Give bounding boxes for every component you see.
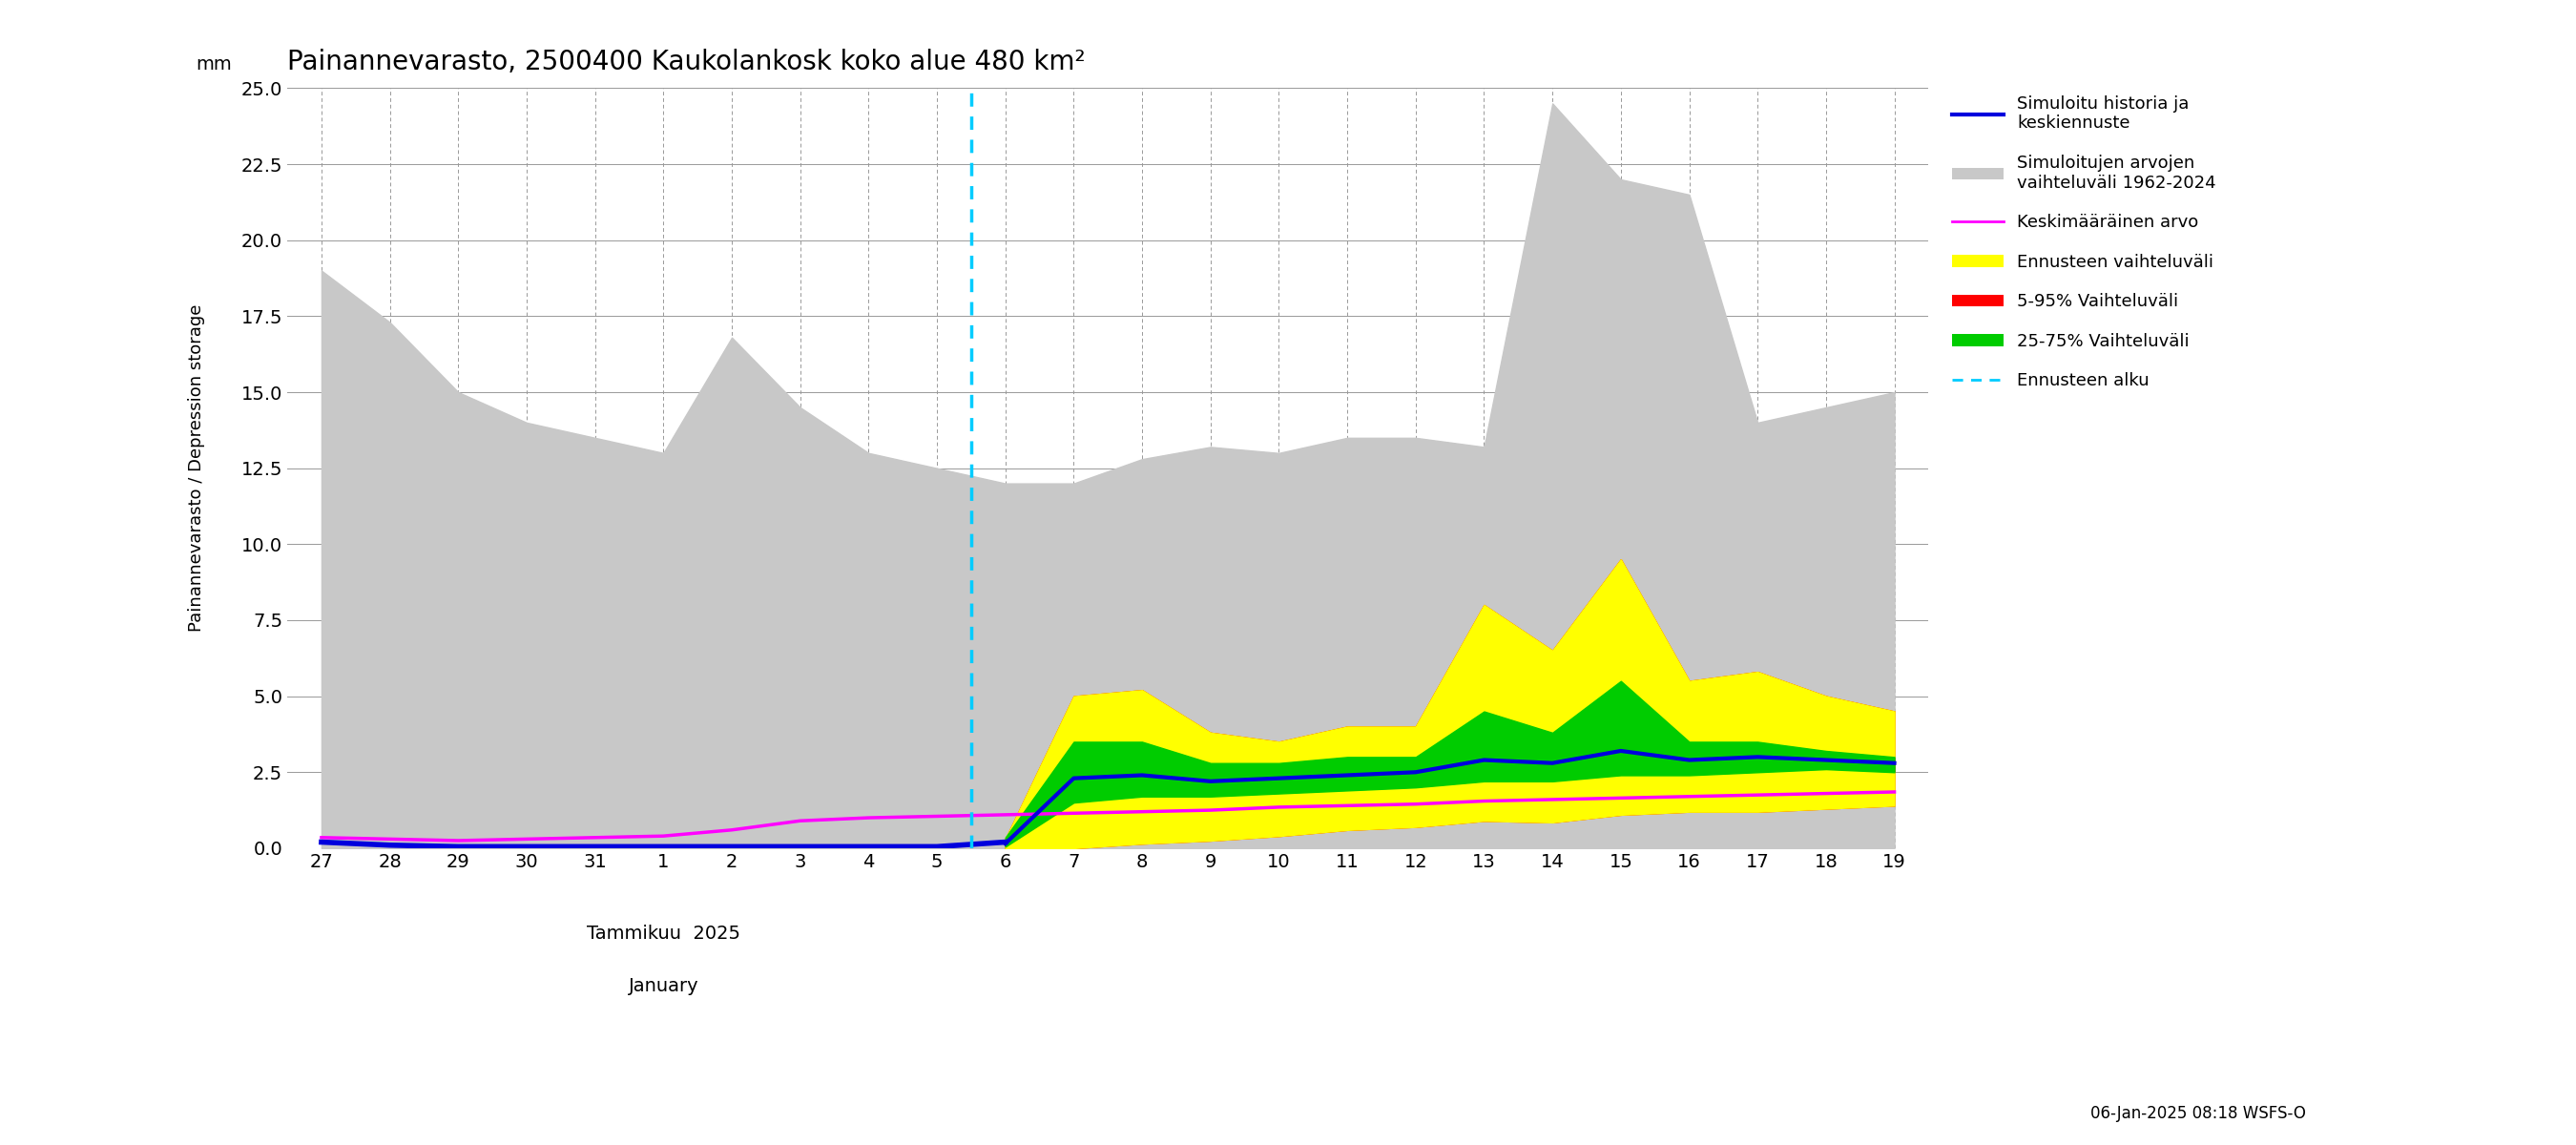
Text: Tammikuu  2025: Tammikuu 2025 bbox=[587, 924, 739, 942]
Text: mm: mm bbox=[196, 55, 232, 73]
Text: Painannevarasto, 2500400 Kaukolankosk koko alue 480 km²: Painannevarasto, 2500400 Kaukolankosk ko… bbox=[289, 48, 1084, 76]
Text: Painannevarasto / Depression storage: Painannevarasto / Depression storage bbox=[188, 305, 206, 632]
Legend: Simuloitu historia ja
keskiennuste, Simuloitujen arvojen
vaihteluväli 1962-2024,: Simuloitu historia ja keskiennuste, Simu… bbox=[1945, 88, 2223, 396]
Text: January: January bbox=[629, 978, 698, 995]
Text: 06-Jan-2025 08:18 WSFS-O: 06-Jan-2025 08:18 WSFS-O bbox=[2089, 1105, 2306, 1122]
